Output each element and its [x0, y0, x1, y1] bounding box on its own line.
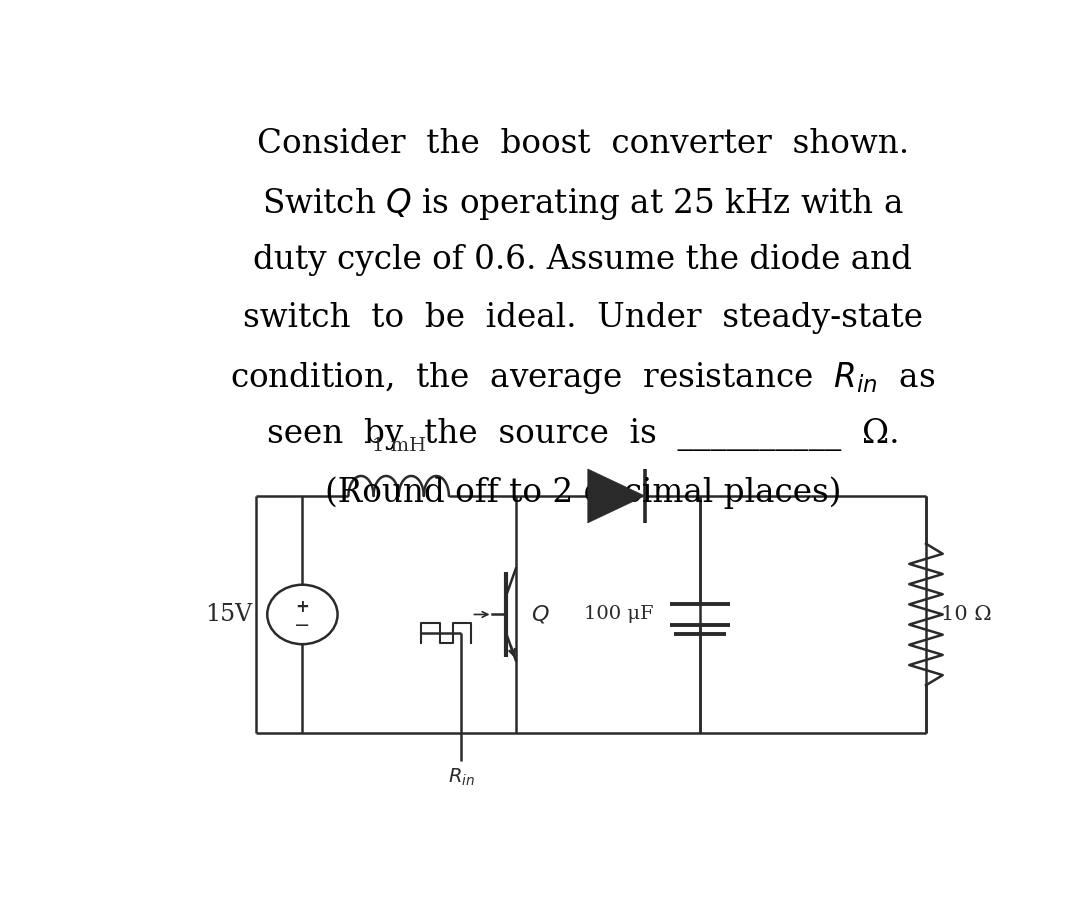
Text: $R_{in}$: $R_{in}$ — [448, 767, 475, 789]
Text: seen  by  the  source  is  __________  Ω.: seen by the source is __________ Ω. — [267, 418, 899, 451]
Text: (Round off to 2 decimal places): (Round off to 2 decimal places) — [325, 476, 841, 509]
Text: Consider  the  boost  converter  shown.: Consider the boost converter shown. — [257, 128, 909, 160]
Text: Switch $\mathit{Q}$ is operating at 25 kHz with a: Switch $\mathit{Q}$ is operating at 25 k… — [262, 186, 904, 222]
Text: +: + — [296, 598, 309, 617]
Text: condition,  the  average  resistance  $R_{in}$  as: condition, the average resistance $R_{in… — [230, 360, 935, 396]
Text: $Q$: $Q$ — [531, 604, 550, 626]
Polygon shape — [588, 469, 645, 523]
Text: 10 Ω: 10 Ω — [941, 605, 991, 624]
Text: 15V: 15V — [205, 603, 253, 626]
Text: duty cycle of 0.6. Assume the diode and: duty cycle of 0.6. Assume the diode and — [254, 244, 913, 276]
Text: −: − — [294, 616, 311, 635]
Text: 1 mH: 1 mH — [372, 437, 426, 455]
Text: switch  to  be  ideal.  Under  steady-state: switch to be ideal. Under steady-state — [243, 302, 922, 334]
Text: 100 μF: 100 μF — [584, 606, 653, 623]
